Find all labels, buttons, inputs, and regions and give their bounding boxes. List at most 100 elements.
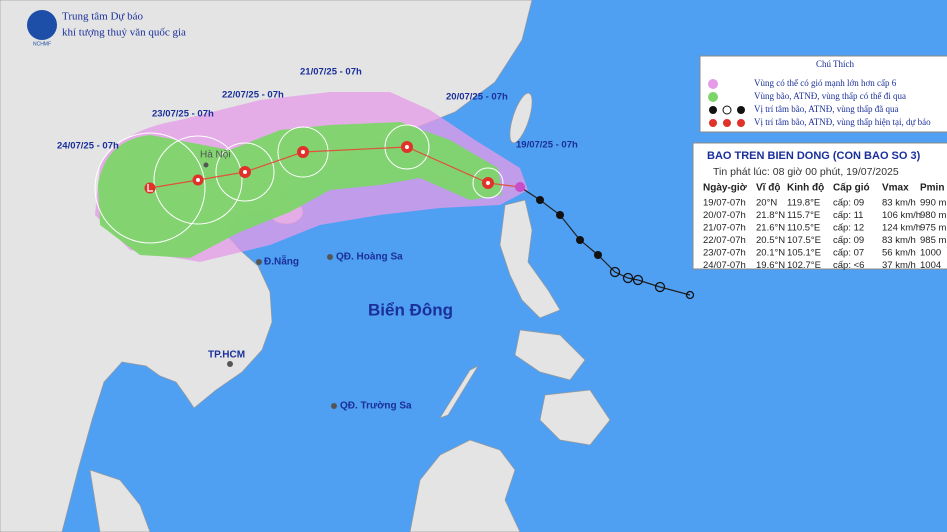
past-track — [519, 186, 691, 296]
legend-item: Vùng có thể có gió mạnh lớn hơn cấp 6 — [754, 78, 897, 88]
track-label: 21/07/25 - 07h — [300, 67, 362, 78]
radius-circles — [94, 124, 504, 244]
legend-item: Vị trí tâm bão, ATNĐ, vùng thấp hiện tại… — [754, 117, 931, 127]
legend-swatch — [722, 105, 732, 115]
storm-eye — [405, 145, 409, 149]
table-header: Cấp gió — [833, 182, 870, 194]
past-positions — [536, 196, 695, 300]
table-cell: 37 km/h — [882, 260, 916, 271]
past-depression — [609, 266, 621, 278]
table-cell: 985 m — [920, 235, 946, 246]
table-cell: cấp: <6 — [833, 260, 864, 271]
table-cell: 20.5°N — [756, 235, 785, 246]
table-cell: 21.6°N — [756, 223, 785, 234]
track-label: 20/07/25 - 07h — [446, 92, 508, 103]
table-header: Vĩ độ — [756, 183, 780, 194]
radius-circle — [472, 167, 504, 199]
sea-label: Biển Đông — [368, 300, 453, 319]
city-dot — [227, 361, 233, 367]
table-box — [692, 142, 947, 270]
radius-circle — [215, 142, 275, 202]
table-header: Pmin — [920, 183, 944, 194]
radius-circle — [384, 124, 430, 170]
table-cell: 119.8°E — [787, 198, 820, 209]
table-cell: cấp: 09 — [833, 198, 864, 209]
forecast-positions — [144, 141, 525, 194]
table-cell: 106 km/h — [882, 210, 921, 221]
logo-text: NCHMF — [33, 41, 51, 47]
city-dot — [327, 254, 333, 260]
header-subtitle: khí tượng thuỷ văn quốc gia — [62, 27, 186, 39]
table-cell: 115.7°E — [787, 210, 820, 221]
table-cell: 23/07-07h — [703, 248, 746, 259]
legend-swatch — [737, 106, 745, 114]
table-title: BAO TREN BIEN DONG (CON BAO SO 3) — [707, 150, 921, 162]
table-cell: 107.5°E — [787, 235, 821, 246]
storm-eye — [196, 178, 200, 182]
track-label: 19/07/25 - 07h — [516, 140, 578, 151]
legend-swatch — [737, 119, 745, 127]
past-low — [685, 290, 695, 300]
table-cell: 990 m — [920, 198, 946, 209]
table-cell: 21.8°N — [756, 210, 785, 221]
low-glyph — [147, 184, 153, 192]
legend-swatch — [709, 106, 717, 114]
table-cell: cấp: 11 — [833, 210, 863, 221]
table-cell: 19/07-07h — [703, 198, 746, 209]
table-cell: cấp: 07 — [833, 248, 864, 259]
place-label: Hà Nội — [200, 150, 231, 161]
track-label: 24/07/25 - 07h — [57, 141, 119, 152]
place-label: QĐ. Trường Sa — [340, 401, 412, 412]
table-header: Vmax — [882, 183, 909, 194]
storm-eye — [486, 181, 490, 185]
past-storm — [576, 236, 584, 244]
table-issued: Tin phát lúc: 08 giờ 00 phút, 19/07/2025 — [713, 166, 899, 178]
visayas — [514, 329, 586, 381]
legend-swatch — [708, 92, 718, 102]
table-cell: 975 m — [920, 223, 946, 234]
legend-title: Chú Thích — [816, 59, 855, 69]
radius-circle — [153, 135, 243, 225]
legend-item: Vùng bão, ATNĐ, vùng thấp có thể đi qua — [754, 91, 906, 101]
table-cell: 102.7°E — [787, 260, 821, 271]
table-cell: 56 km/h — [882, 248, 916, 259]
current-position — [515, 182, 525, 192]
table-cell: cấp: 09 — [833, 235, 864, 246]
borneo — [409, 439, 521, 532]
table-cell: cấp: 12 — [833, 223, 864, 234]
table-cell: 83 km/h — [882, 235, 916, 246]
table-cell: 19.6°N — [756, 260, 785, 271]
table-cell: 20.1°N — [756, 248, 785, 259]
palawan — [439, 365, 479, 419]
forecast-low — [144, 182, 156, 194]
table-header: Kinh độ — [787, 183, 824, 194]
table-cell: 24/07-07h — [703, 260, 746, 271]
track-label: 22/07/25 - 07h — [222, 90, 284, 101]
table-cell: 20°N — [756, 198, 777, 209]
table-cell: 110.5°E — [787, 223, 820, 234]
mindanao — [539, 389, 611, 446]
place-label: QĐ. Hoàng Sa — [336, 252, 403, 263]
past-storm — [556, 211, 564, 219]
table-cell: 1000 — [920, 248, 941, 259]
table-cell: 22/07-07h — [703, 235, 746, 246]
table-cell: 124 km/h — [882, 223, 921, 234]
radius-circle — [94, 132, 206, 244]
storm-eye — [243, 170, 247, 174]
legend-swatch — [708, 79, 718, 89]
place-label: TP.HCM — [208, 350, 245, 361]
table-cell: 105.1°E — [787, 248, 821, 259]
cities — [203, 162, 337, 409]
past-depression — [622, 272, 634, 284]
past-storm — [594, 251, 602, 259]
malaysia — [89, 469, 151, 532]
legend-item: Vị trí tâm bão, ATNĐ, vùng thấp đã qua — [754, 104, 898, 114]
legend-swatch — [709, 119, 717, 127]
legend-swatch — [723, 119, 731, 127]
city-dot — [331, 403, 337, 409]
table-cell: 980 m — [920, 210, 946, 221]
table-cell: 1004 — [920, 260, 941, 271]
past-storm — [536, 196, 544, 204]
place-label: Đ.Nẵng — [264, 255, 299, 268]
